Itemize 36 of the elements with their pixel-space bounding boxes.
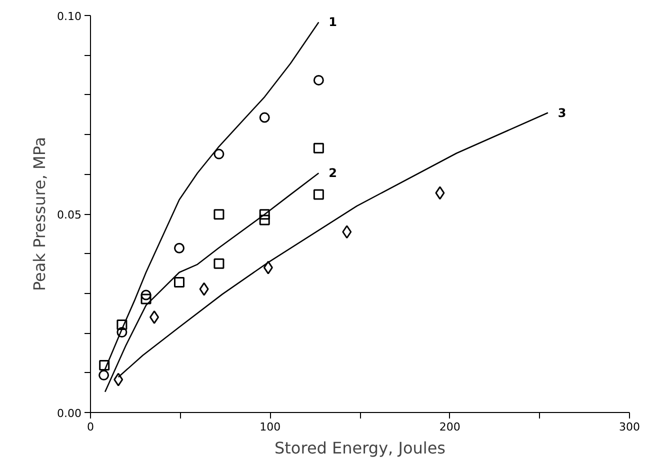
point [150,310,160,324]
x-tick-label: 200 [439,420,460,434]
point [99,360,110,371]
point [98,370,110,380]
point [140,290,152,300]
point [259,214,270,226]
point [199,282,209,296]
point [116,320,128,330]
point [435,186,445,200]
series-label: 3 [558,106,566,120]
line-series [104,172,320,393]
x-tick-label: 0 [87,420,94,434]
y-tick-label: 0.05 [57,208,82,222]
point [259,209,270,220]
x-tick-label: 100 [260,420,281,434]
point [313,142,324,154]
point [214,148,224,160]
series-label: 2 [328,166,338,180]
point [214,258,224,269]
y-tick-label: 0.00 [57,407,82,420]
point [174,277,185,288]
y-axis-title: Peak Pressure, MPa [30,136,50,292]
series-label: 1 [328,15,338,30]
point [259,112,270,123]
point [342,225,352,239]
point [174,242,185,254]
point [313,189,324,200]
point [116,327,128,338]
point [114,372,124,386]
point [313,74,324,86]
x-axis-title: Stored Energy, Joules [274,438,446,458]
y-tick-label: 0.10 [57,10,82,23]
point [140,294,152,304]
point [214,209,224,220]
x-tick-label: 300 [619,420,640,434]
point [263,260,273,274]
